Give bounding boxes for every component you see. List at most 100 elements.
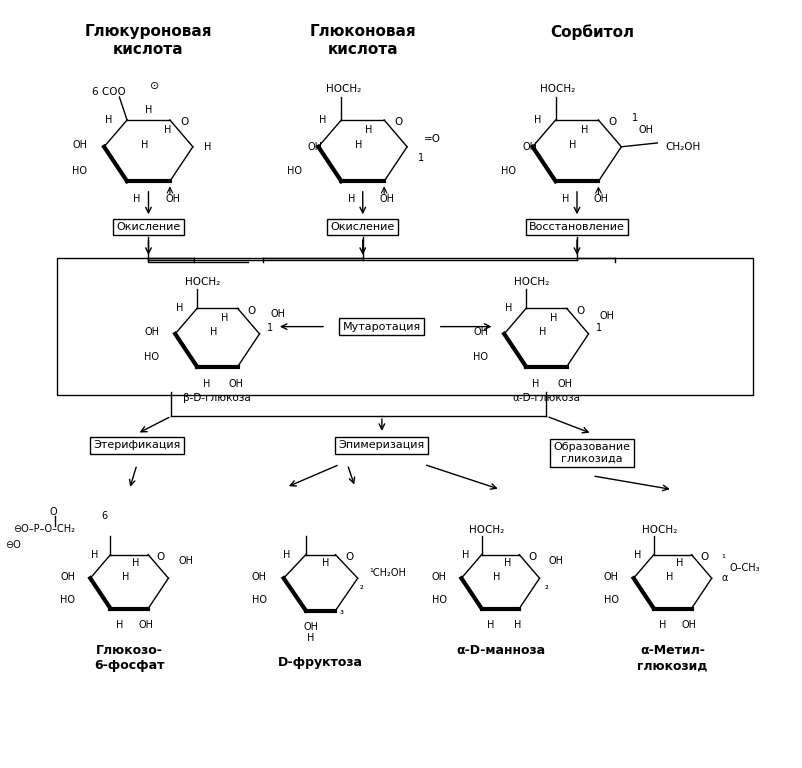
Text: O: O [528, 551, 537, 561]
Text: H: H [132, 558, 140, 568]
Text: Окисление: Окисление [116, 222, 180, 232]
Text: CH₂OH: CH₂OH [665, 142, 700, 152]
Text: HOCH₂: HOCH₂ [326, 84, 361, 94]
Text: O: O [49, 507, 57, 517]
Text: 6 COO: 6 COO [91, 87, 126, 97]
Text: H: H [533, 115, 541, 125]
Text: Глюконовая
кислота: Глюконовая кислота [310, 25, 416, 57]
Text: H: H [105, 115, 112, 125]
Text: H: H [133, 194, 140, 204]
Text: ³: ³ [339, 610, 343, 620]
Text: ⊖O–P–O–CH₂: ⊖O–P–O–CH₂ [13, 525, 75, 535]
Text: O–CH₃: O–CH₃ [730, 563, 760, 573]
Text: Этерификация: Этерификация [93, 440, 180, 450]
Text: HOCH₂: HOCH₂ [185, 276, 221, 286]
Text: H: H [322, 558, 330, 568]
Text: HO: HO [144, 353, 159, 362]
Text: H: H [676, 558, 683, 568]
Text: Эпимеризация: Эпимеризация [338, 440, 425, 450]
Text: OH: OH [557, 379, 572, 389]
Text: OH: OH [638, 125, 653, 135]
Text: O: O [609, 118, 617, 127]
Text: H: H [365, 125, 373, 135]
Text: Глюкуроновая
кислота: Глюкуроновая кислота [85, 25, 213, 57]
Text: α-D-глюкоза: α-D-глюкоза [512, 393, 581, 403]
Text: H: H [569, 141, 577, 151]
Text: OH: OH [144, 327, 159, 337]
Text: 6: 6 [102, 511, 108, 521]
Text: O: O [346, 551, 354, 561]
Text: OH: OH [599, 311, 614, 321]
Text: O: O [577, 306, 585, 316]
Text: H: H [164, 125, 172, 135]
Text: Окисление: Окисление [330, 222, 395, 232]
Text: H: H [532, 379, 539, 389]
Text: H: H [513, 620, 521, 630]
Text: OH: OH [303, 622, 318, 632]
Text: H: H [550, 313, 557, 323]
Text: H: H [176, 303, 183, 313]
Text: OH: OH [165, 194, 180, 204]
Text: H: H [505, 303, 512, 313]
Text: OH: OH [682, 620, 697, 630]
FancyBboxPatch shape [57, 258, 753, 396]
Text: HO: HO [60, 594, 75, 604]
Text: H: H [141, 141, 148, 151]
Text: 1: 1 [596, 323, 602, 333]
Text: OH: OH [308, 142, 323, 152]
Text: HOCH₂: HOCH₂ [514, 276, 549, 286]
Text: OH: OH [522, 142, 537, 152]
Text: ¹: ¹ [721, 554, 725, 564]
Text: O: O [700, 551, 708, 561]
Text: OH: OH [594, 194, 609, 204]
Text: OH: OH [60, 572, 75, 582]
Text: H: H [319, 115, 326, 125]
Text: OH: OH [379, 194, 395, 204]
Text: HO: HO [604, 594, 619, 604]
Text: β-D-глюкоза: β-D-глюкоза [184, 393, 251, 403]
Text: H: H [221, 313, 229, 323]
Text: 1: 1 [267, 323, 273, 333]
Text: O: O [180, 118, 188, 127]
Text: OH: OH [252, 572, 267, 582]
Text: ²: ² [545, 585, 548, 595]
Text: H: H [666, 572, 673, 582]
Text: O: O [157, 551, 165, 561]
Text: H: H [115, 620, 123, 630]
Text: H: H [204, 142, 211, 152]
Text: α-D-манноза: α-D-манноза [456, 644, 545, 657]
Text: Восстановление: Восстановление [529, 222, 625, 232]
Text: Мутаротация: Мутаротация [342, 322, 421, 332]
Text: OH: OH [72, 141, 87, 151]
Text: α-Метил-
глюкозид: α-Метил- глюкозид [638, 644, 708, 672]
Text: H: H [355, 141, 363, 151]
Text: =O: =O [424, 134, 441, 144]
Text: H: H [462, 550, 469, 560]
Text: H: H [659, 620, 666, 630]
Text: OH: OH [473, 327, 488, 337]
Text: D-фруктоза: D-фруктоза [278, 656, 363, 669]
Text: OH: OH [431, 572, 447, 582]
Text: HOCH₂: HOCH₂ [541, 84, 576, 94]
Text: HO: HO [431, 594, 447, 604]
Text: ¹CH₂OH: ¹CH₂OH [369, 568, 406, 578]
Text: Образование
гликозида: Образование гликозида [554, 442, 631, 464]
Text: HO: HO [286, 166, 302, 177]
Text: OH: OH [139, 620, 154, 630]
Text: H: H [307, 634, 314, 644]
Text: H: H [145, 105, 152, 115]
Text: OH: OH [270, 309, 286, 319]
Text: H: H [347, 194, 355, 204]
Text: HOCH₂: HOCH₂ [642, 525, 677, 535]
Text: ⊖O: ⊖O [5, 540, 21, 550]
Text: OH: OH [604, 572, 619, 582]
Text: HOCH₂: HOCH₂ [469, 525, 504, 535]
Text: ⊙: ⊙ [150, 81, 160, 91]
Text: Сорбитол: Сорбитол [550, 25, 634, 40]
Text: H: H [122, 572, 130, 582]
Text: H: H [283, 550, 290, 560]
Text: H: H [634, 550, 642, 560]
Text: H: H [493, 572, 500, 582]
Text: H: H [504, 558, 511, 568]
Text: H: H [539, 327, 546, 337]
